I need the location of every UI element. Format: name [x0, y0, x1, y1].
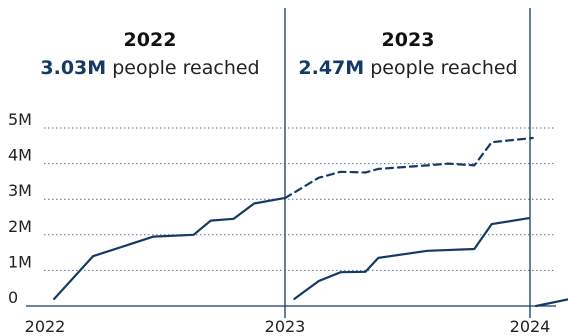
x-tick-label-2022: 2022 [25, 317, 66, 336]
x-axis-ticks: 2022 2023 2024 [25, 317, 551, 336]
y-tick-label: 2M [8, 217, 32, 236]
reach-text: people reached [106, 57, 259, 79]
reach-text: people reached [364, 57, 517, 79]
year-dividers [284, 8, 531, 318]
panel-2023: 2023 2.47M people reached [298, 29, 517, 79]
series-line-3-dashed [283, 136, 534, 200]
reach-value: 3.03M [40, 57, 106, 79]
year-panels: 2022 3.03M people reached 2023 2.47M people… [40, 29, 517, 79]
series-line-4 [534, 298, 568, 308]
panel-2022: 2022 3.03M people reached [40, 29, 259, 79]
y-tick-label: 5M [8, 110, 32, 129]
x-tick-label-2023: 2023 [265, 317, 306, 336]
gridlines [26, 127, 556, 307]
series-line-2 [293, 217, 531, 300]
y-tick-label: 1M [8, 252, 32, 271]
people-reached-label: 3.03M people reached [40, 57, 259, 79]
panel-year-label: 2022 [124, 29, 177, 51]
y-tick-label: 0 [8, 288, 18, 307]
x-tick-label-2024: 2024 [510, 317, 551, 336]
y-tick-label: 3M [8, 181, 32, 200]
series-lines [53, 136, 568, 308]
series-line-1 [53, 197, 286, 300]
panel-year-label: 2023 [382, 29, 435, 51]
people-reached-label: 2.47M people reached [298, 57, 517, 79]
y-axis-ticks: 0 1M 2M 3M 4M 5M [8, 110, 32, 307]
y-tick-label: 4M [8, 146, 32, 165]
reach-value: 2.47M [298, 57, 364, 79]
